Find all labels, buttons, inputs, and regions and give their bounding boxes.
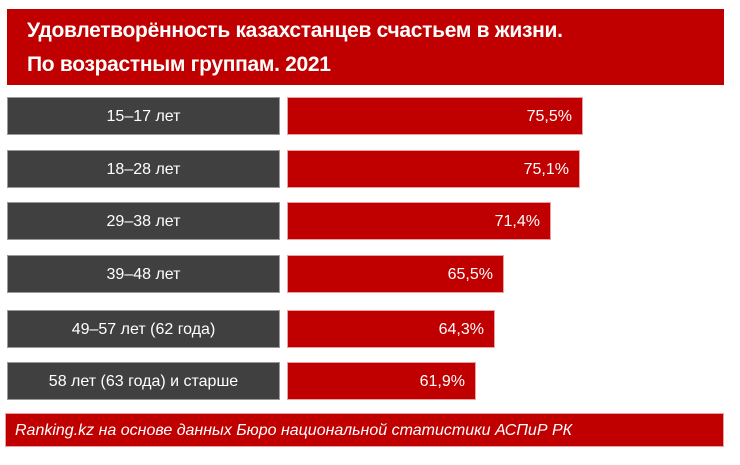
source-footer: Ranking.kz на основе данных Бюро национа… <box>5 413 724 447</box>
bar: 75,1% <box>287 150 580 188</box>
bar: 64,3% <box>287 310 495 348</box>
category-label: 29–38 лет <box>7 202 280 240</box>
category-label: 39–48 лет <box>7 255 280 293</box>
bar: 61,9% <box>287 362 476 400</box>
title-line-1: Удовлетворённость казахстанцев счастьем … <box>27 19 563 42</box>
title-line-2: По возрастным группам. 2021 <box>27 53 331 76</box>
category-label: 49–57 лет (62 года) <box>7 310 280 348</box>
bar: 71,4% <box>287 202 551 240</box>
category-label: 18–28 лет <box>7 150 280 188</box>
category-label: 15–17 лет <box>7 97 280 135</box>
bar: 75,5% <box>287 97 583 135</box>
chart-title: Удовлетворённость казахстанцев счастьем … <box>7 9 724 85</box>
bar: 65,5% <box>287 255 504 293</box>
category-label: 58 лет (63 года) и старше <box>7 362 280 400</box>
